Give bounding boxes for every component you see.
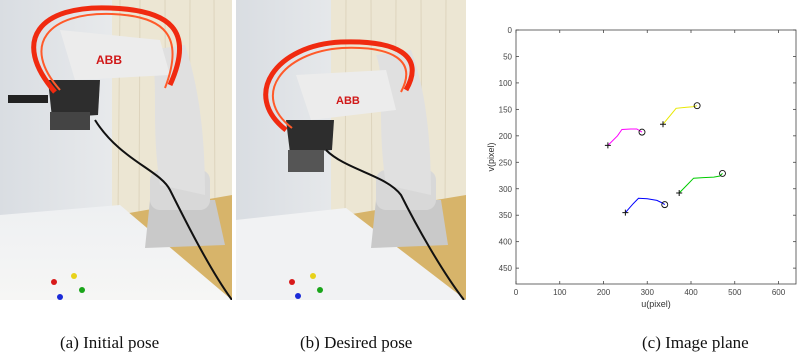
robot-arm xyxy=(286,50,448,248)
y-tick-label: 450 xyxy=(499,264,513,273)
y-tick-label: 50 xyxy=(503,52,512,61)
robot-arm xyxy=(8,30,225,248)
y-tick-label: 300 xyxy=(499,185,513,194)
green-dot xyxy=(79,287,85,293)
red-dot xyxy=(289,279,295,285)
y-tick-label: 200 xyxy=(499,132,513,141)
y-tick-label: 400 xyxy=(499,238,513,247)
blue-dot xyxy=(295,293,301,299)
y-tick-label: 100 xyxy=(499,79,513,88)
y-tick-label: 0 xyxy=(508,26,513,35)
start-marker-3 xyxy=(676,189,683,196)
caption-initial-pose: (a) Initial pose xyxy=(60,333,160,352)
trajectory-line-3 xyxy=(678,173,723,194)
x-tick-label: 0 xyxy=(514,288,519,297)
trajectory-line-1 xyxy=(662,105,698,125)
y-axis-label: v(pixel) xyxy=(486,142,496,171)
plot-area xyxy=(515,29,797,285)
abb-logo: ABB xyxy=(336,95,360,107)
trajectory-line-2 xyxy=(625,197,666,213)
y-tick-label: 250 xyxy=(499,158,513,167)
start-marker-0 xyxy=(604,142,611,149)
initial-pose-photo: ABB xyxy=(0,0,232,300)
y-tick-label: 150 xyxy=(499,105,513,114)
image-plane-plot: 0 100 200 300 400 500 600 0 50 100 150 200 250 300 350… xyxy=(486,14,804,312)
x-tick-label: 400 xyxy=(684,288,698,297)
yellow-dot xyxy=(71,273,77,279)
red-dot xyxy=(51,279,57,285)
end-marker-1 xyxy=(693,102,701,110)
green-dot xyxy=(317,287,323,293)
y-tick-label: 350 xyxy=(499,211,513,220)
caption-desired-pose: (b) Desired pose xyxy=(300,333,413,352)
abb-logo: ABB xyxy=(96,53,122,67)
x-axis-label: u(pixel) xyxy=(641,299,671,309)
x-tick-label: 100 xyxy=(553,288,567,297)
trajectory-line-0 xyxy=(607,128,643,146)
start-marker-1 xyxy=(660,121,666,128)
end-marker-2 xyxy=(661,201,669,209)
x-tick-label: 500 xyxy=(728,288,742,297)
yellow-dot xyxy=(310,273,316,279)
x-tick-label: 200 xyxy=(597,288,611,297)
desired-pose-photo: ABB xyxy=(236,0,466,300)
caption-image-plane: (c) Image plane xyxy=(642,333,749,352)
x-tick-label: 300 xyxy=(641,288,655,297)
end-marker-3 xyxy=(719,169,726,177)
x-tick-label: 600 xyxy=(772,288,786,297)
blue-dot xyxy=(57,294,63,300)
start-marker-2 xyxy=(622,209,629,216)
end-marker-0 xyxy=(638,128,646,136)
